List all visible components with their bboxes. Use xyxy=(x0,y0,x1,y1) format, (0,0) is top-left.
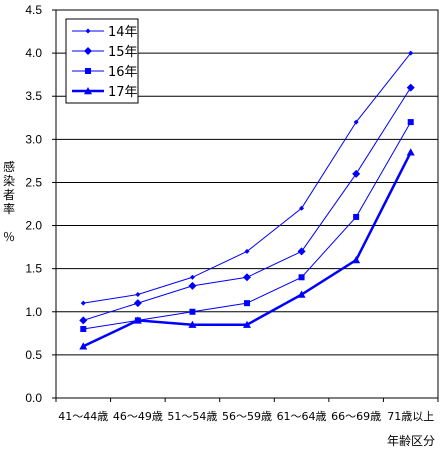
y-axis-label-char: 者 xyxy=(2,188,15,202)
data-point xyxy=(244,300,250,307)
legend-label: 14年 xyxy=(108,25,138,40)
data-point xyxy=(188,320,197,328)
y-tick-label: 4.0 xyxy=(25,46,42,60)
y-tick-label: 2.0 xyxy=(25,219,42,233)
legend-marker xyxy=(84,47,92,55)
data-point xyxy=(243,320,251,328)
data-point xyxy=(244,248,250,254)
x-tick-label: 71歳以上 xyxy=(387,410,434,423)
x-tick-label: 56～59歳 xyxy=(222,410,272,423)
data-point xyxy=(80,300,86,306)
y-axis-label: 感 染 者 率 ％ xyxy=(2,160,16,244)
data-point xyxy=(299,205,305,211)
data-point xyxy=(406,83,415,92)
data-point xyxy=(297,247,306,256)
data-point xyxy=(352,256,361,264)
data-point xyxy=(80,326,87,333)
y-tick-label: 1.0 xyxy=(25,305,42,319)
legend-label: 17年 xyxy=(108,85,138,100)
data-point xyxy=(243,273,251,282)
data-point xyxy=(189,308,196,315)
y-tick-label: 3.5 xyxy=(25,89,42,103)
data-point xyxy=(133,316,142,324)
x-tick-label: 41～44歳 xyxy=(58,410,108,423)
data-point xyxy=(135,292,141,298)
y-tick-label: 2.5 xyxy=(25,175,42,189)
y-axis-label-char: 率 xyxy=(2,202,15,216)
data-point xyxy=(298,274,305,281)
data-point xyxy=(79,316,88,325)
legend-label: 15年 xyxy=(108,45,138,60)
y-tick-label: 4.5 xyxy=(25,3,42,17)
y-axis-label-char: ％ xyxy=(2,230,15,244)
legend xyxy=(65,18,139,104)
data-point xyxy=(297,290,306,298)
y-axis-label-char: 感 xyxy=(2,160,15,174)
y-axis-label-char xyxy=(2,216,16,230)
data-point xyxy=(352,169,361,178)
data-point xyxy=(407,119,414,126)
y-tick-label: 3.0 xyxy=(25,132,42,146)
data-point xyxy=(188,281,197,290)
data-point xyxy=(189,274,195,280)
data-point xyxy=(406,148,415,156)
y-axis-label-char: 染 xyxy=(2,174,15,188)
y-tick-label: 1.5 xyxy=(25,262,42,276)
y-tick-label: 0.5 xyxy=(25,348,42,362)
legend-marker xyxy=(85,68,91,74)
data-point xyxy=(353,213,360,220)
legend-marker xyxy=(84,87,92,95)
data-point xyxy=(353,119,359,125)
x-tick-label: 51～54歳 xyxy=(167,410,217,423)
x-tick-label: 46～49歳 xyxy=(113,410,163,423)
x-tick-label: 66～69歳 xyxy=(331,410,381,423)
legend-label: 16年 xyxy=(108,65,138,80)
data-point xyxy=(408,50,414,56)
data-point xyxy=(133,299,142,308)
legend-marker xyxy=(85,28,91,34)
x-axis-label: 年齢区分 xyxy=(386,434,435,448)
y-tick-label: 0.0 xyxy=(25,391,42,405)
x-tick-label: 61～64歳 xyxy=(277,410,327,423)
data-point xyxy=(79,342,88,350)
